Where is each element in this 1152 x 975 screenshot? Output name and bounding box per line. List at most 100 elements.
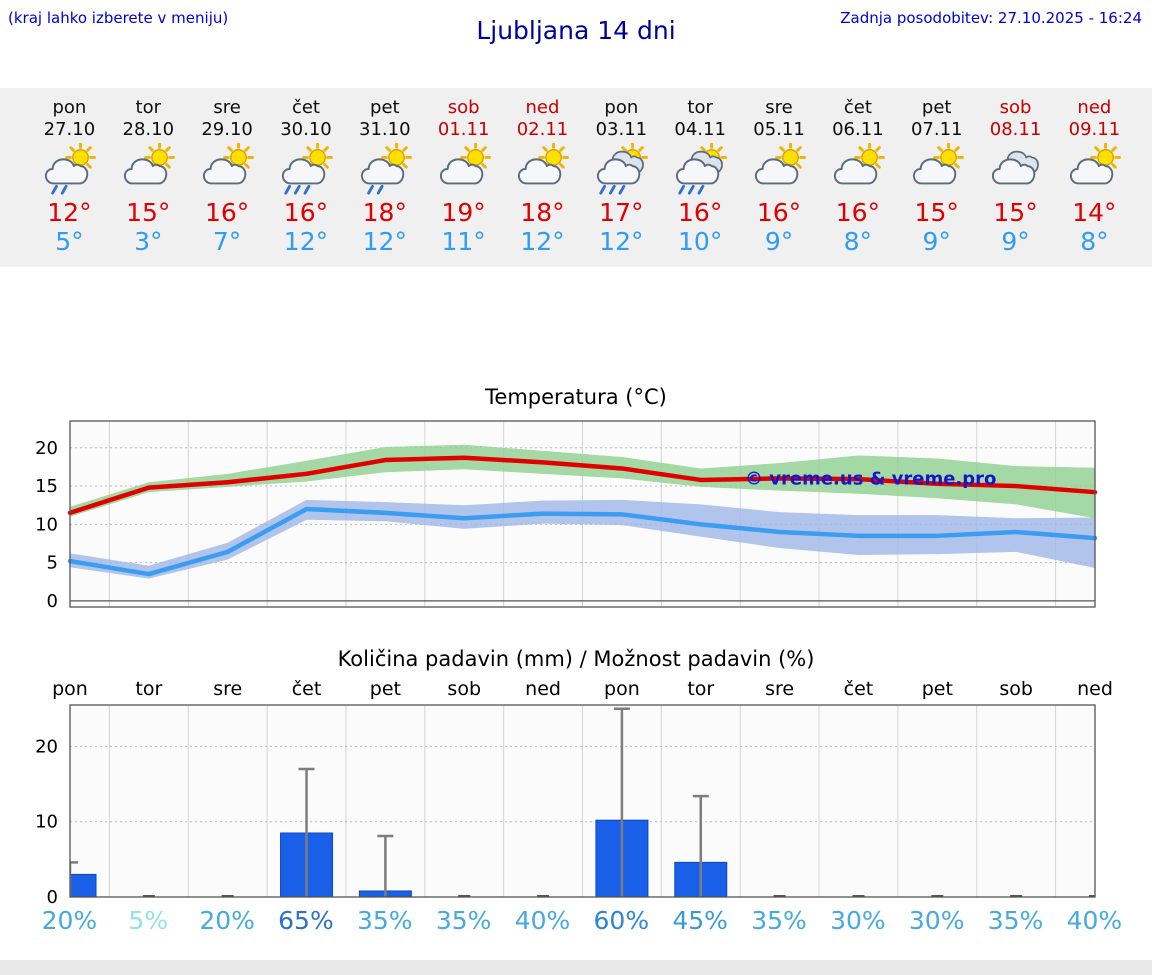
day-label: tor (135, 678, 162, 700)
day-name: čet (291, 97, 320, 118)
day-date: 04.11 (674, 118, 726, 140)
forecast-day: sob 08.11 15° 9° (976, 97, 1055, 257)
precip-probability: 20% (199, 905, 255, 935)
day-name: čet (843, 97, 872, 118)
partly-sunny-icon (1055, 140, 1134, 197)
max-temperature: 16° (283, 198, 329, 228)
day-label: ned (1077, 678, 1113, 700)
min-temperature: 12° (520, 226, 565, 256)
day-date: 09.11 (1068, 118, 1121, 140)
forecast-day: tor 28.10 15° 3° (109, 97, 188, 257)
day-label: sob (447, 678, 481, 700)
precip-probability: 35% (435, 905, 492, 935)
precip-probability: 35% (987, 905, 1044, 935)
max-temperature: 16° (678, 198, 723, 228)
y-tick-label: 10 (35, 514, 58, 535)
forecast-day: pet 31.10 18° 12° (345, 97, 424, 257)
cloudy-rain-icon (661, 140, 740, 197)
day-label: ned (525, 678, 561, 700)
min-temperature-band (70, 499, 1095, 579)
day-name: sre (765, 97, 793, 118)
forecast-day: sob 01.11 19° 11° (424, 97, 503, 257)
day-label: pon (52, 678, 88, 700)
partly-sunny-rain-icon (345, 140, 424, 197)
forecast-day: čet 30.10 16° 12° (267, 97, 346, 257)
precip-probability: 60% (593, 905, 650, 935)
precip-probability: 40% (514, 905, 571, 935)
partly-sunny-icon (424, 140, 503, 197)
forecast-day: sre 05.11 16° 9° (740, 97, 819, 257)
location-menu-hint: (kraj lahko izberete v meniju) (8, 9, 229, 27)
y-tick-label: 10 (35, 811, 58, 832)
y-tick-label: 5 (47, 552, 58, 573)
day-date: 31.10 (359, 118, 411, 140)
forecast-day: ned 02.11 18° 12° (503, 97, 582, 257)
day-name: tor (135, 97, 161, 118)
day-date: 27.10 (43, 118, 96, 140)
min-temperature-line (67, 506, 1098, 577)
forecast-strip: pon 27.10 12° 5° tor 28.10 15° 3° sre 29… (0, 88, 1152, 267)
temperature-chart: 0 5 10 15 20 © vreme.us & vreme.pro (35, 420, 1098, 612)
partly-sunny-icon (188, 140, 267, 197)
precip-probability: 30% (908, 905, 965, 935)
min-temperature: 3° (134, 226, 163, 256)
min-temperature: 10° (678, 226, 723, 256)
precip-probability: 5% (128, 905, 169, 935)
day-label: tor (687, 678, 714, 700)
precip-probability: 40% (1066, 905, 1123, 935)
day-name: pet (370, 97, 400, 118)
max-temperature: 16° (835, 198, 881, 228)
precip-probability: 65% (278, 905, 334, 935)
min-temperature: 8° (1080, 226, 1109, 256)
forecast-day: tor 04.11 16° 10° (661, 97, 740, 257)
watermark[interactable]: © vreme.us & vreme.pro (745, 468, 996, 489)
precip-probability: 35% (751, 905, 807, 935)
day-date: 28.10 (122, 118, 175, 140)
max-temperature-line (67, 455, 1098, 515)
day-label: čet (292, 678, 322, 700)
forecast-days-row: pon 27.10 12° 5° tor 28.10 15° 3° sre 29… (30, 97, 1134, 257)
temperature-chart-title: Temperatura (°C) (485, 384, 667, 409)
precip-probability: 20% (41, 905, 98, 935)
max-temperature-band (70, 444, 1095, 518)
page-header: (kraj lahko izberete v meniju) Ljubljana… (0, 0, 1152, 58)
min-temperature: 5° (55, 226, 84, 256)
precipitation-chart-title: Količina padavin (mm) / Možnost padavin … (337, 646, 815, 671)
forecast-day: ned 09.11 14° 8° (1055, 97, 1134, 257)
day-name: pon (604, 97, 639, 118)
max-temperature: 15° (914, 198, 959, 228)
partly-sunny-icon (897, 140, 976, 197)
min-temperature: 7° (212, 226, 242, 256)
max-temperature: 18° (362, 198, 407, 228)
last-update: Zadnja posodobitev: 27.10.2025 - 16:24 (840, 9, 1142, 27)
day-date: 06.11 (832, 118, 884, 140)
day-name: sob (447, 97, 480, 118)
max-temperature: 14° (1072, 198, 1117, 228)
precip-probability: 30% (830, 905, 886, 935)
partly-sunny-rain-icon (30, 140, 109, 197)
partly-sunny-heavy-rain-icon (267, 140, 346, 197)
min-temperature: 8° (843, 226, 873, 256)
forecast-day: pon 27.10 12° 5° (30, 97, 109, 257)
day-date: 03.11 (595, 118, 648, 140)
forecast-day: pon 03.11 17° 12° (582, 97, 661, 257)
day-label: pet (370, 678, 401, 700)
day-label: čet (844, 678, 874, 700)
day-label: sob (999, 678, 1033, 700)
day-name: pon (52, 97, 87, 118)
max-temperature: 15° (993, 198, 1038, 228)
min-temperature: 9° (764, 226, 794, 256)
day-date: 29.10 (201, 118, 253, 140)
max-temperature: 16° (756, 198, 802, 228)
partly-sunny-icon (818, 140, 897, 197)
min-temperature: 9° (922, 226, 951, 256)
precip-probability-row: 20% 5% 20% 65% 35% 35% 40% 60% 45% 35% 30% 30% 35% 40… (30, 905, 1134, 936)
day-name: pet (921, 97, 952, 118)
day-label: pon (604, 678, 640, 700)
page-title: Ljubljana 14 dni (476, 16, 676, 45)
y-tick-label: 0 (47, 887, 58, 907)
min-temperature: 11° (441, 226, 486, 256)
forecast-day: pet 07.11 15° 9° (897, 97, 976, 257)
max-temperature: 17° (599, 198, 644, 228)
forecast-day: sre 29.10 16° 7° (188, 97, 267, 257)
